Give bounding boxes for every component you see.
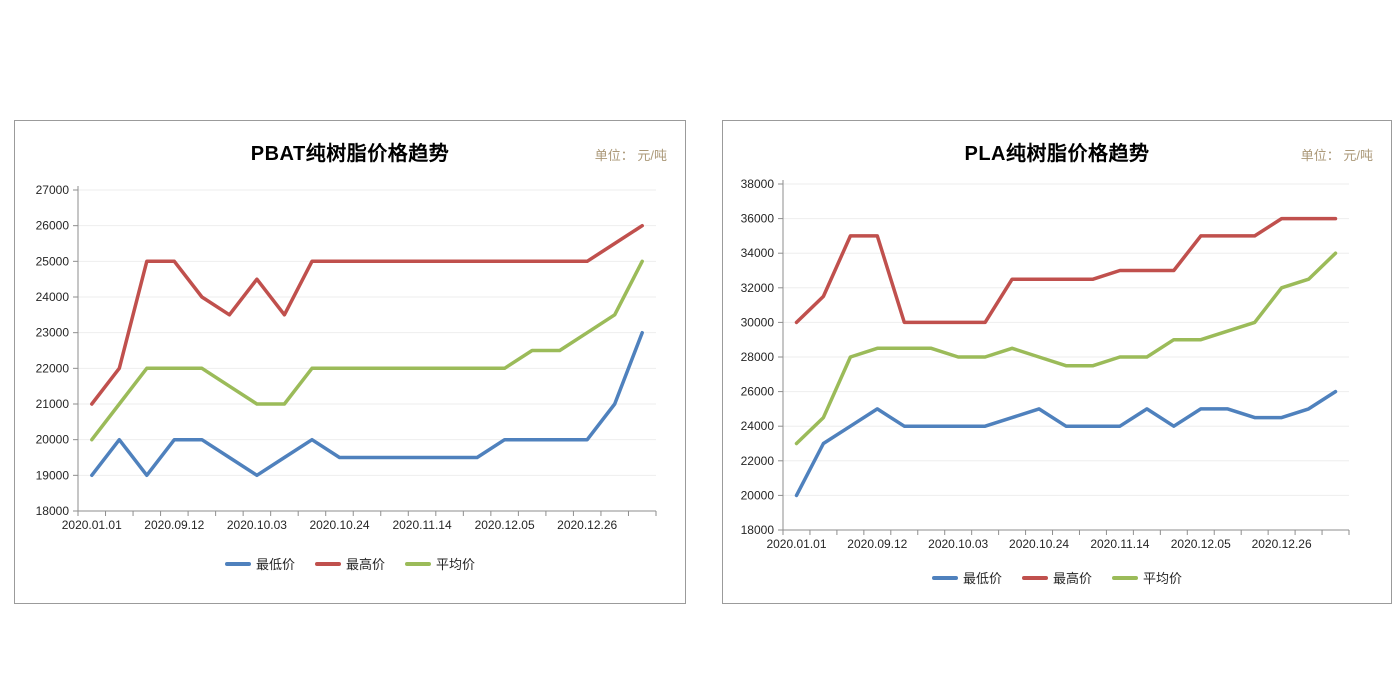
y-tick-label: 25000	[36, 254, 70, 268]
x-tick-label: 2020.01.01	[766, 537, 826, 551]
legend-label: 最高价	[345, 557, 385, 572]
y-tick-label: 22000	[741, 454, 775, 468]
y-tick-label: 38000	[741, 177, 775, 191]
y-tick-label: 32000	[741, 281, 775, 295]
y-tick-label: 34000	[741, 246, 775, 260]
y-tick-label: 19000	[36, 468, 70, 482]
y-tick-label: 18000	[36, 504, 70, 518]
x-tick-label: 2020.12.26	[557, 518, 617, 532]
x-tick-label: 2020.10.03	[227, 518, 287, 532]
legend-item-min[interactable]: 最低价	[931, 568, 1002, 587]
x-tick-label: 2020.01.01	[62, 518, 122, 532]
y-tick-label: 26000	[36, 219, 70, 233]
y-tick-label: 24000	[741, 419, 775, 433]
legend-item-avg[interactable]: 平均价	[1112, 568, 1182, 587]
legend-item-avg[interactable]: 平均价	[405, 554, 475, 573]
legend-line-swatch	[224, 561, 251, 566]
x-tick-label: 2020.11.14	[1090, 537, 1149, 551]
legend-line-swatch	[1021, 575, 1048, 580]
legend-label: 平均价	[1143, 571, 1183, 586]
pbat-chart-panel: 18000 19000 20000 21000 22000 23000 24000 25000…	[14, 120, 686, 604]
pbat-chart-title: PBAT纯树脂价格趋势	[250, 143, 450, 165]
y-tick-label: 18000	[741, 523, 775, 537]
x-tick-label: 2020.10.24	[1009, 537, 1069, 551]
x-tick-label: 2020.12.05	[475, 518, 535, 532]
x-tick-label: 2020.10.03	[928, 537, 988, 551]
y-tick-label: 24000	[36, 290, 70, 304]
legend-line-swatch	[405, 561, 431, 566]
x-tick-label: 2020.11.14	[392, 518, 451, 532]
pla-unit-label: 单位： 元/吨	[1300, 148, 1373, 163]
y-tick-label: 36000	[741, 212, 775, 226]
legend-item-max[interactable]: 最高价	[1021, 568, 1092, 587]
y-tick-label: 26000	[741, 385, 775, 399]
series-line-max	[794, 216, 1338, 325]
legend-label: 最高价	[1052, 571, 1092, 586]
pla-legend: 最低价 最高价 平均价	[723, 568, 1391, 587]
x-tick-label: 2020.09.12	[144, 518, 204, 532]
y-tick-label: 28000	[741, 350, 775, 364]
series-line-min	[90, 330, 644, 478]
legend-label: 最低价	[255, 557, 295, 572]
y-tick-label: 27000	[36, 183, 70, 197]
legend-line-swatch	[1112, 575, 1138, 580]
series-line-avg	[90, 259, 644, 442]
x-tick-label: 2020.09.12	[847, 537, 907, 551]
legend-line-swatch	[314, 561, 341, 566]
y-tick-label: 30000	[741, 315, 775, 329]
legend-item-min[interactable]: 最低价	[224, 554, 295, 573]
pla-chart-panel: 18000 20000 22000 24000 26000 28000 30000 32000…	[722, 120, 1392, 604]
pbat-plot-area: 18000 19000 20000 21000 22000 23000 24000 25000…	[36, 183, 657, 532]
legend-item-max[interactable]: 最高价	[314, 554, 385, 573]
legend-label: 平均价	[436, 557, 476, 572]
y-tick-label: 20000	[741, 488, 775, 502]
y-tick-label: 21000	[36, 397, 70, 411]
x-tick-label: 2020.12.05	[1171, 537, 1231, 551]
y-tick-label: 23000	[36, 326, 70, 340]
y-tick-label: 20000	[36, 433, 70, 447]
series-line-avg	[794, 251, 1338, 446]
x-tick-label: 2020.10.24	[309, 518, 369, 532]
legend-label: 最低价	[962, 571, 1002, 586]
pla-plot-area: 18000 20000 22000 24000 26000 28000 30000 32000…	[741, 177, 1350, 551]
x-tick-label: 2020.12.26	[1252, 537, 1312, 551]
y-tick-label: 22000	[36, 361, 70, 375]
pbat-unit-label: 单位： 元/吨	[594, 148, 667, 163]
pla-chart-title: PLA纯树脂价格趋势	[964, 143, 1150, 165]
series-line-max	[90, 223, 644, 406]
series-line-min	[794, 389, 1338, 498]
legend-line-swatch	[931, 575, 958, 580]
pbat-legend: 最低价 最高价 平均价	[15, 554, 685, 573]
